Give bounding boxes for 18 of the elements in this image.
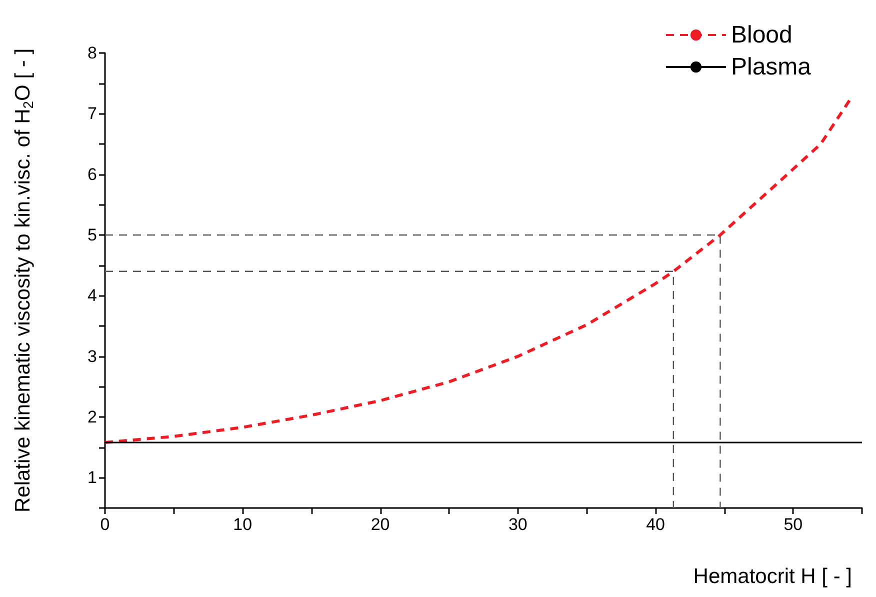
y-tick-label: 1: [88, 468, 97, 488]
y-tick-label: 6: [88, 164, 97, 184]
y-tick-label: 7: [88, 104, 97, 124]
legend-label: Blood: [730, 22, 792, 48]
y-tick-label: 2: [88, 408, 97, 426]
x-tick-label: 0: [100, 515, 110, 534]
y-tick-label: 3: [88, 346, 97, 366]
x-tick-label: 10: [233, 515, 252, 534]
x-tick-label: 40: [646, 515, 666, 534]
y-tick-label: 5: [88, 226, 97, 244]
y-tick-label: 4: [88, 286, 97, 306]
x-tick-label: 30: [508, 515, 528, 534]
y-tick-label: 8: [88, 44, 97, 62]
legend-label: Plasma: [730, 54, 812, 80]
y-axis-title: Relative kinematic viscosity to kin.visc. of H2O [ - ]: [12, 48, 36, 513]
x-axis-title: Hematocrit H [ - ]: [693, 565, 852, 588]
x-tick-label: 20: [370, 515, 390, 534]
x-tick-label: 50: [784, 515, 803, 534]
